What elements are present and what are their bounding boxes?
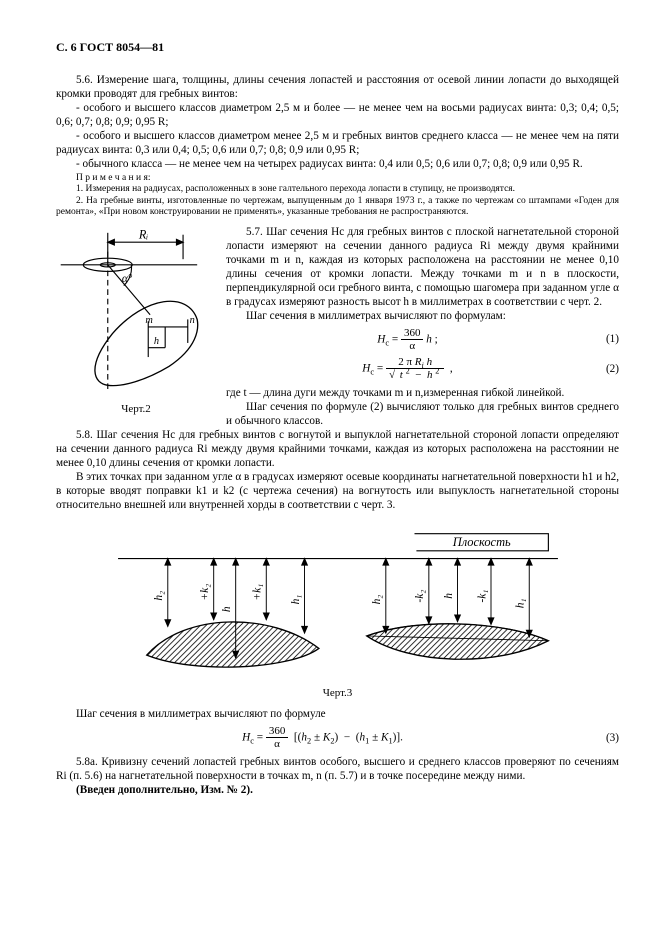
formula-2: Hc = 2 π Ri h √ t 2 − h 2 , (2) <box>226 356 619 382</box>
svg-text:Плоскость: Плоскость <box>451 535 510 549</box>
para-5-8: 5.8. Шаг сечения Hс для гребных винтов с… <box>56 428 619 470</box>
para-5-6: 5.6. Измерение шага, толщины, длины сече… <box>56 73 619 101</box>
svg-text:+k₁: +k₁ <box>251 584 263 601</box>
figure-2-caption: Черт.2 <box>56 403 216 417</box>
svg-text:h: h <box>220 606 232 612</box>
svg-text:+k₂: +k₂ <box>198 584 210 601</box>
figure-3-caption: Черт.3 <box>56 687 619 701</box>
svg-text:α°: α° <box>122 272 133 284</box>
figure-2-svg: Rᵢ α° m n h <box>56 225 216 395</box>
para-5-8b: В этих точках при заданном угле α в град… <box>56 470 619 512</box>
formula-1: Hc = 360α h ; (1) <box>226 327 619 353</box>
svg-text:m: m <box>145 315 153 326</box>
notes-label: П р и м е ч а н и я: <box>56 173 619 184</box>
svg-text:h₁: h₁ <box>289 595 301 605</box>
svg-text:-k₁: -k₁ <box>476 590 488 603</box>
svg-text:h₂: h₂ <box>153 591 165 601</box>
svg-text:n: n <box>190 315 195 326</box>
svg-text:h: h <box>154 335 159 346</box>
figure-3: Плоскость <box>56 526 619 701</box>
svg-text:-k₂: -k₂ <box>414 590 426 603</box>
svg-text:h₂: h₂ <box>371 595 383 605</box>
formula-3: Hc = 360α [(h2 ± K2) − (h1 ± K1)]. (3) <box>56 725 619 751</box>
svg-text:h₁: h₁ <box>514 599 526 609</box>
para-5-6c: - обычного класса — не менее чем на четы… <box>56 157 619 171</box>
page-header: С. 6 ГОСТ 8054—81 <box>56 40 619 55</box>
para-5-8a: 5.8а. Кривизну сечений лопастей гребных … <box>56 755 619 783</box>
para-5-6a: - особого и высшего классов диаметром 2,… <box>56 101 619 129</box>
para-5-8a-add: (Введен дополнительно, Изм. № 2). <box>56 783 619 797</box>
figure-3-svg: Плоскость <box>108 526 568 679</box>
para-5-8-formula-intro: Шаг сечения в миллиметрах вычисляют по ф… <box>56 707 619 721</box>
svg-text:Rᵢ: Rᵢ <box>138 227 148 241</box>
note-1: 1. Измерения на радиусах, расположенных … <box>56 184 619 195</box>
svg-text:h: h <box>442 593 454 599</box>
figure-2: Rᵢ α° m n h Черт.2 <box>56 225 216 417</box>
para-5-6b: - особого и высшего классов диаметром ме… <box>56 129 619 157</box>
note-2: 2. На гребные винты, изготовленные по че… <box>56 196 619 219</box>
